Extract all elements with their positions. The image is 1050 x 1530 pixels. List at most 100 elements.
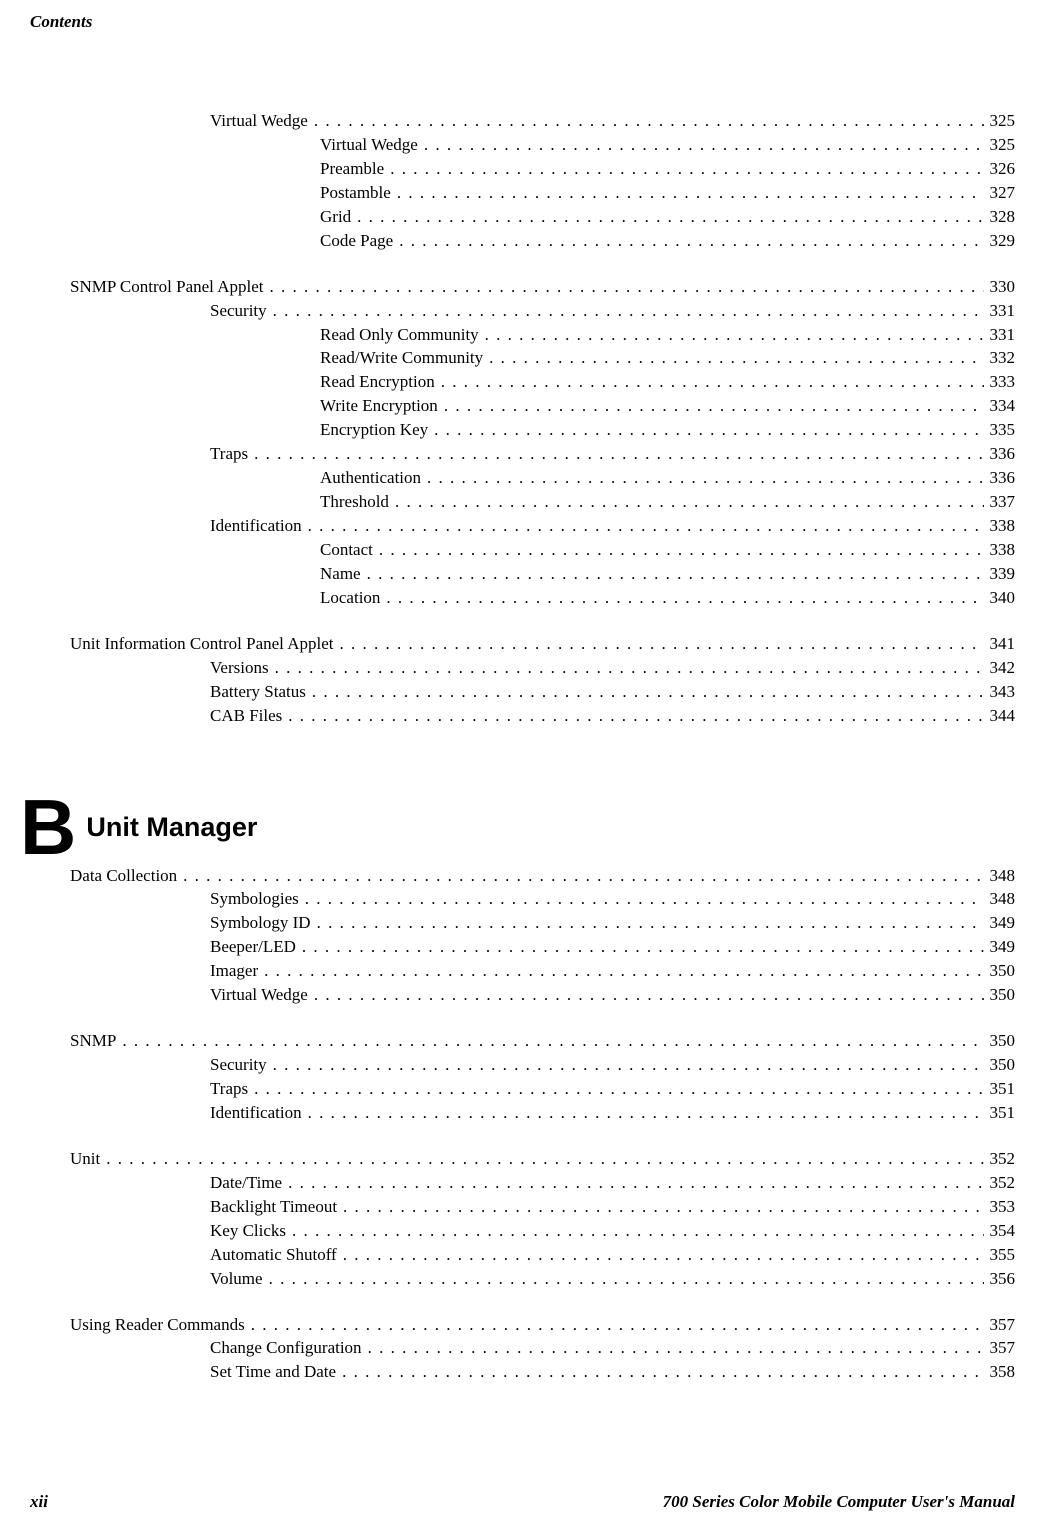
toc-entry-page: 352 [984, 1172, 1016, 1195]
toc-entry-page: 340 [984, 587, 1016, 610]
toc-leader-dots [254, 443, 983, 466]
toc-entry: Data Collection348 [70, 865, 1015, 888]
toc-entry-label: Encryption Key [320, 419, 434, 442]
toc-entry-page: 357 [984, 1314, 1016, 1337]
toc-entry-label: Symbologies [210, 888, 305, 911]
toc-entry-label: Authentication [320, 467, 427, 490]
toc-leader-dots [357, 206, 983, 229]
toc-leader-dots [339, 633, 983, 656]
toc-leader-dots [106, 1148, 983, 1171]
toc-entry-label: Write Encryption [320, 395, 444, 418]
toc-entry-page: 326 [984, 158, 1016, 181]
toc-entry: Symbologies 348 [210, 888, 1015, 911]
toc-entry: Traps351 [210, 1078, 1015, 1101]
toc-leader-dots [390, 158, 983, 181]
book-title: 700 Series Color Mobile Computer User's … [663, 1492, 1015, 1512]
toc-entry: Virtual Wedge325 [320, 134, 1015, 157]
toc-leader-dots [342, 1361, 983, 1384]
toc-entry-label: Traps [210, 443, 254, 466]
toc-leader-dots [273, 1054, 984, 1077]
toc-leader-dots [397, 182, 984, 205]
toc-entry-label: Traps [210, 1078, 254, 1101]
page-header: Contents [30, 12, 92, 32]
toc-entry-label: SNMP Control Panel Applet [70, 276, 269, 299]
toc-entry-page: 350 [984, 984, 1016, 1007]
toc-leader-dots [343, 1244, 984, 1267]
toc-entry: Change Configuration357 [210, 1337, 1015, 1360]
toc-entry: Identification351 [210, 1102, 1015, 1125]
toc-entry: Read Only Community331 [320, 324, 1015, 347]
toc-leader-dots [302, 936, 984, 959]
toc-entry-page: 338 [984, 515, 1016, 538]
toc-leader-dots [424, 134, 984, 157]
toc-entry: Set Time and Date358 [210, 1361, 1015, 1384]
toc-leader-dots [489, 347, 983, 370]
toc-entry-page: 341 [984, 633, 1016, 656]
toc-leader-dots [254, 1078, 983, 1101]
toc-entry-label: Virtual Wedge [210, 984, 314, 1007]
toc-entry-page: 352 [984, 1148, 1016, 1171]
toc-entry-label: Automatic Shutoff [210, 1244, 343, 1267]
toc-entry-page: 325 [984, 110, 1016, 133]
toc-entry-label: Identification [210, 1102, 308, 1125]
toc-leader-dots [269, 1268, 984, 1291]
toc-leader-dots [367, 563, 984, 586]
toc-entry-label: Battery Status [210, 681, 312, 704]
toc-section-b: Data Collection348Symbologies 348Symbolog… [70, 865, 1015, 1385]
toc-entry: SNMP Control Panel Applet 330 [70, 276, 1015, 299]
toc-leader-dots [122, 1030, 983, 1053]
section-letter: B [20, 806, 76, 849]
toc-entry: Date/Time352 [210, 1172, 1015, 1195]
toc-leader-dots [312, 681, 984, 704]
toc-leader-dots [308, 515, 984, 538]
toc-entry: Write Encryption334 [320, 395, 1015, 418]
toc-leader-dots [379, 539, 984, 562]
toc-entry-label: Name [320, 563, 367, 586]
toc-entry-label: Threshold [320, 491, 395, 514]
toc-entry: Traps336 [210, 443, 1015, 466]
toc-entry-page: 350 [984, 1030, 1016, 1053]
toc-entry: Code Page329 [320, 230, 1015, 253]
toc-leader-dots [441, 371, 984, 394]
toc-entry-page: 354 [984, 1220, 1016, 1243]
toc-entry-label: Virtual Wedge [320, 134, 424, 157]
toc-leader-dots [288, 1172, 983, 1195]
toc-entry: Postamble327 [320, 182, 1015, 205]
toc-entry: Encryption Key335 [320, 419, 1015, 442]
toc-entry-label: Code Page [320, 230, 399, 253]
toc-entry-page: 327 [984, 182, 1016, 205]
toc-entry-label: Preamble [320, 158, 390, 181]
toc-entry: Identification338 [210, 515, 1015, 538]
toc-entry-label: Read Only Community [320, 324, 485, 347]
toc-entry: Authentication336 [320, 467, 1015, 490]
toc-entry-page: 349 [984, 936, 1016, 959]
toc-entry-page: 342 [984, 657, 1016, 680]
toc-entry: Virtual Wedge 325 [210, 110, 1015, 133]
toc-content: Virtual Wedge325Virtual Wedge325Preamble… [70, 110, 1015, 1385]
toc-entry: Security331 [210, 300, 1015, 323]
toc-leader-dots [292, 1220, 983, 1243]
section-break [70, 1126, 1015, 1148]
toc-entry: Read/Write Community332 [320, 347, 1015, 370]
toc-entry-label: Volume [210, 1268, 269, 1291]
toc-entry-page: 348 [984, 888, 1016, 911]
toc-entry: Unit352 [70, 1148, 1015, 1171]
toc-entry: Threshold337 [320, 491, 1015, 514]
toc-entry: Virtual Wedge 350 [210, 984, 1015, 1007]
toc-entry-page: 357 [984, 1337, 1016, 1360]
toc-entry-label: Virtual Wedge [210, 110, 314, 133]
toc-entry: Volume 356 [210, 1268, 1015, 1291]
toc-entry-page: 328 [984, 206, 1016, 229]
toc-leader-dots [386, 587, 983, 610]
toc-entry-page: 350 [984, 1054, 1016, 1077]
toc-leader-dots [275, 657, 984, 680]
toc-entry-label: Security [210, 1054, 273, 1077]
toc-entry-page: 356 [984, 1268, 1016, 1291]
toc-leader-dots [273, 300, 984, 323]
toc-entry-label: Security [210, 300, 273, 323]
toc-leader-dots [427, 467, 983, 490]
toc-entry: Name339 [320, 563, 1015, 586]
toc-entry: Security 350 [210, 1054, 1015, 1077]
toc-entry-page: 330 [984, 276, 1016, 299]
toc-entry: CAB Files344 [210, 705, 1015, 728]
